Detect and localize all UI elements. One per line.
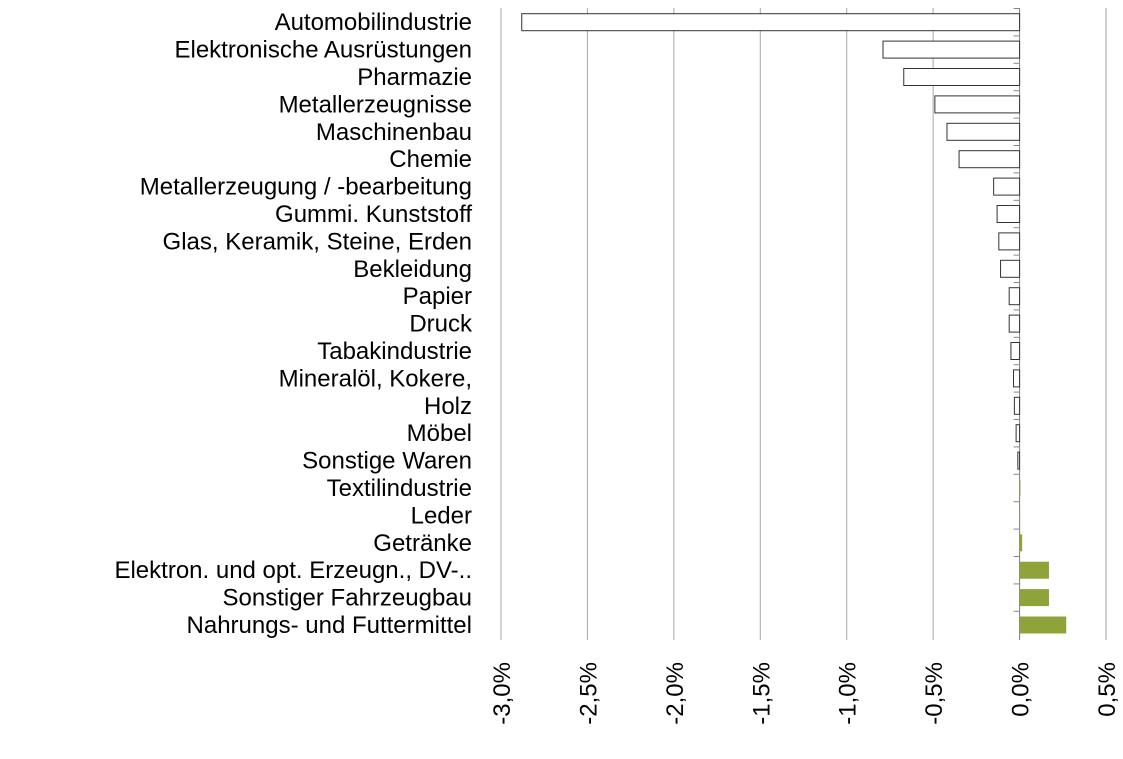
y-tick-label: Bekleidung [353,256,472,283]
y-tick-label: Druck [409,311,473,338]
bar [1019,506,1021,524]
bar [996,205,1021,223]
y-tick-label: Holz [424,393,472,420]
y-tick-label: Nahrungs- und Futtermittel [187,612,472,639]
bar [1000,259,1021,278]
y-tick-label: Elektron. und opt. Erzeugn., DV-.. [114,557,472,584]
y-tick-label: Sonstiger Fahrzeugbau [223,585,473,612]
y-tick-label: Sonstige Waren [302,448,472,475]
y-tick-label: Maschinenbau [316,119,472,146]
bar [1010,342,1021,360]
bar [882,40,1021,59]
bar [521,13,1021,32]
bar [1008,287,1021,306]
y-tick-label: Tabakindustrie [317,338,472,365]
bar [1019,561,1049,579]
y-tick-label: Leder [411,502,472,529]
x-tick-label: -1,5% [748,662,775,725]
bar [1013,396,1021,415]
y-tick-label: Mineralöl, Kokere, [279,365,472,392]
x-tick-label: 0,5% [1094,662,1121,717]
x-tick-label: -3,0% [489,662,516,725]
y-tick-label: Gummi. Kunststoff [275,201,472,228]
x-tick-label: 0,0% [1008,662,1035,717]
x-tick-label: -0,5% [921,662,948,725]
bar [934,95,1021,114]
bar [1019,479,1021,497]
y-tick-label: Elektronische Ausrüstungen [174,37,472,64]
bar [1019,589,1049,607]
y-tick-label: Glas, Keramik, Steine, Erden [163,228,472,255]
y-tick-label: Getränke [373,530,472,557]
bar [903,68,1021,86]
bar [1008,314,1021,333]
x-tick-label: -1,0% [835,662,862,725]
y-tick-label: Möbel [407,420,472,447]
bar [1013,369,1021,388]
y-tick-label: Chemie [389,146,472,173]
y-tick-label: Pharmazie [357,64,472,91]
y-tick-label: Papier [403,283,472,310]
bar [1015,424,1021,443]
y-tick-label: Metallerzeugnisse [279,91,472,118]
bar [946,122,1021,141]
y-tick-label: Metallerzeugung / -bearbeitung [140,174,472,201]
bar [1019,534,1023,552]
bar [958,150,1021,169]
bar [1017,451,1021,470]
x-tick-label: -2,0% [662,662,689,725]
bar [1019,616,1067,634]
y-tick-label: Textilindustrie [327,475,472,502]
y-tick-label: Automobilindustrie [275,9,472,36]
bar [993,177,1021,196]
bar [998,232,1021,251]
x-tick-label: -2,5% [575,662,602,725]
